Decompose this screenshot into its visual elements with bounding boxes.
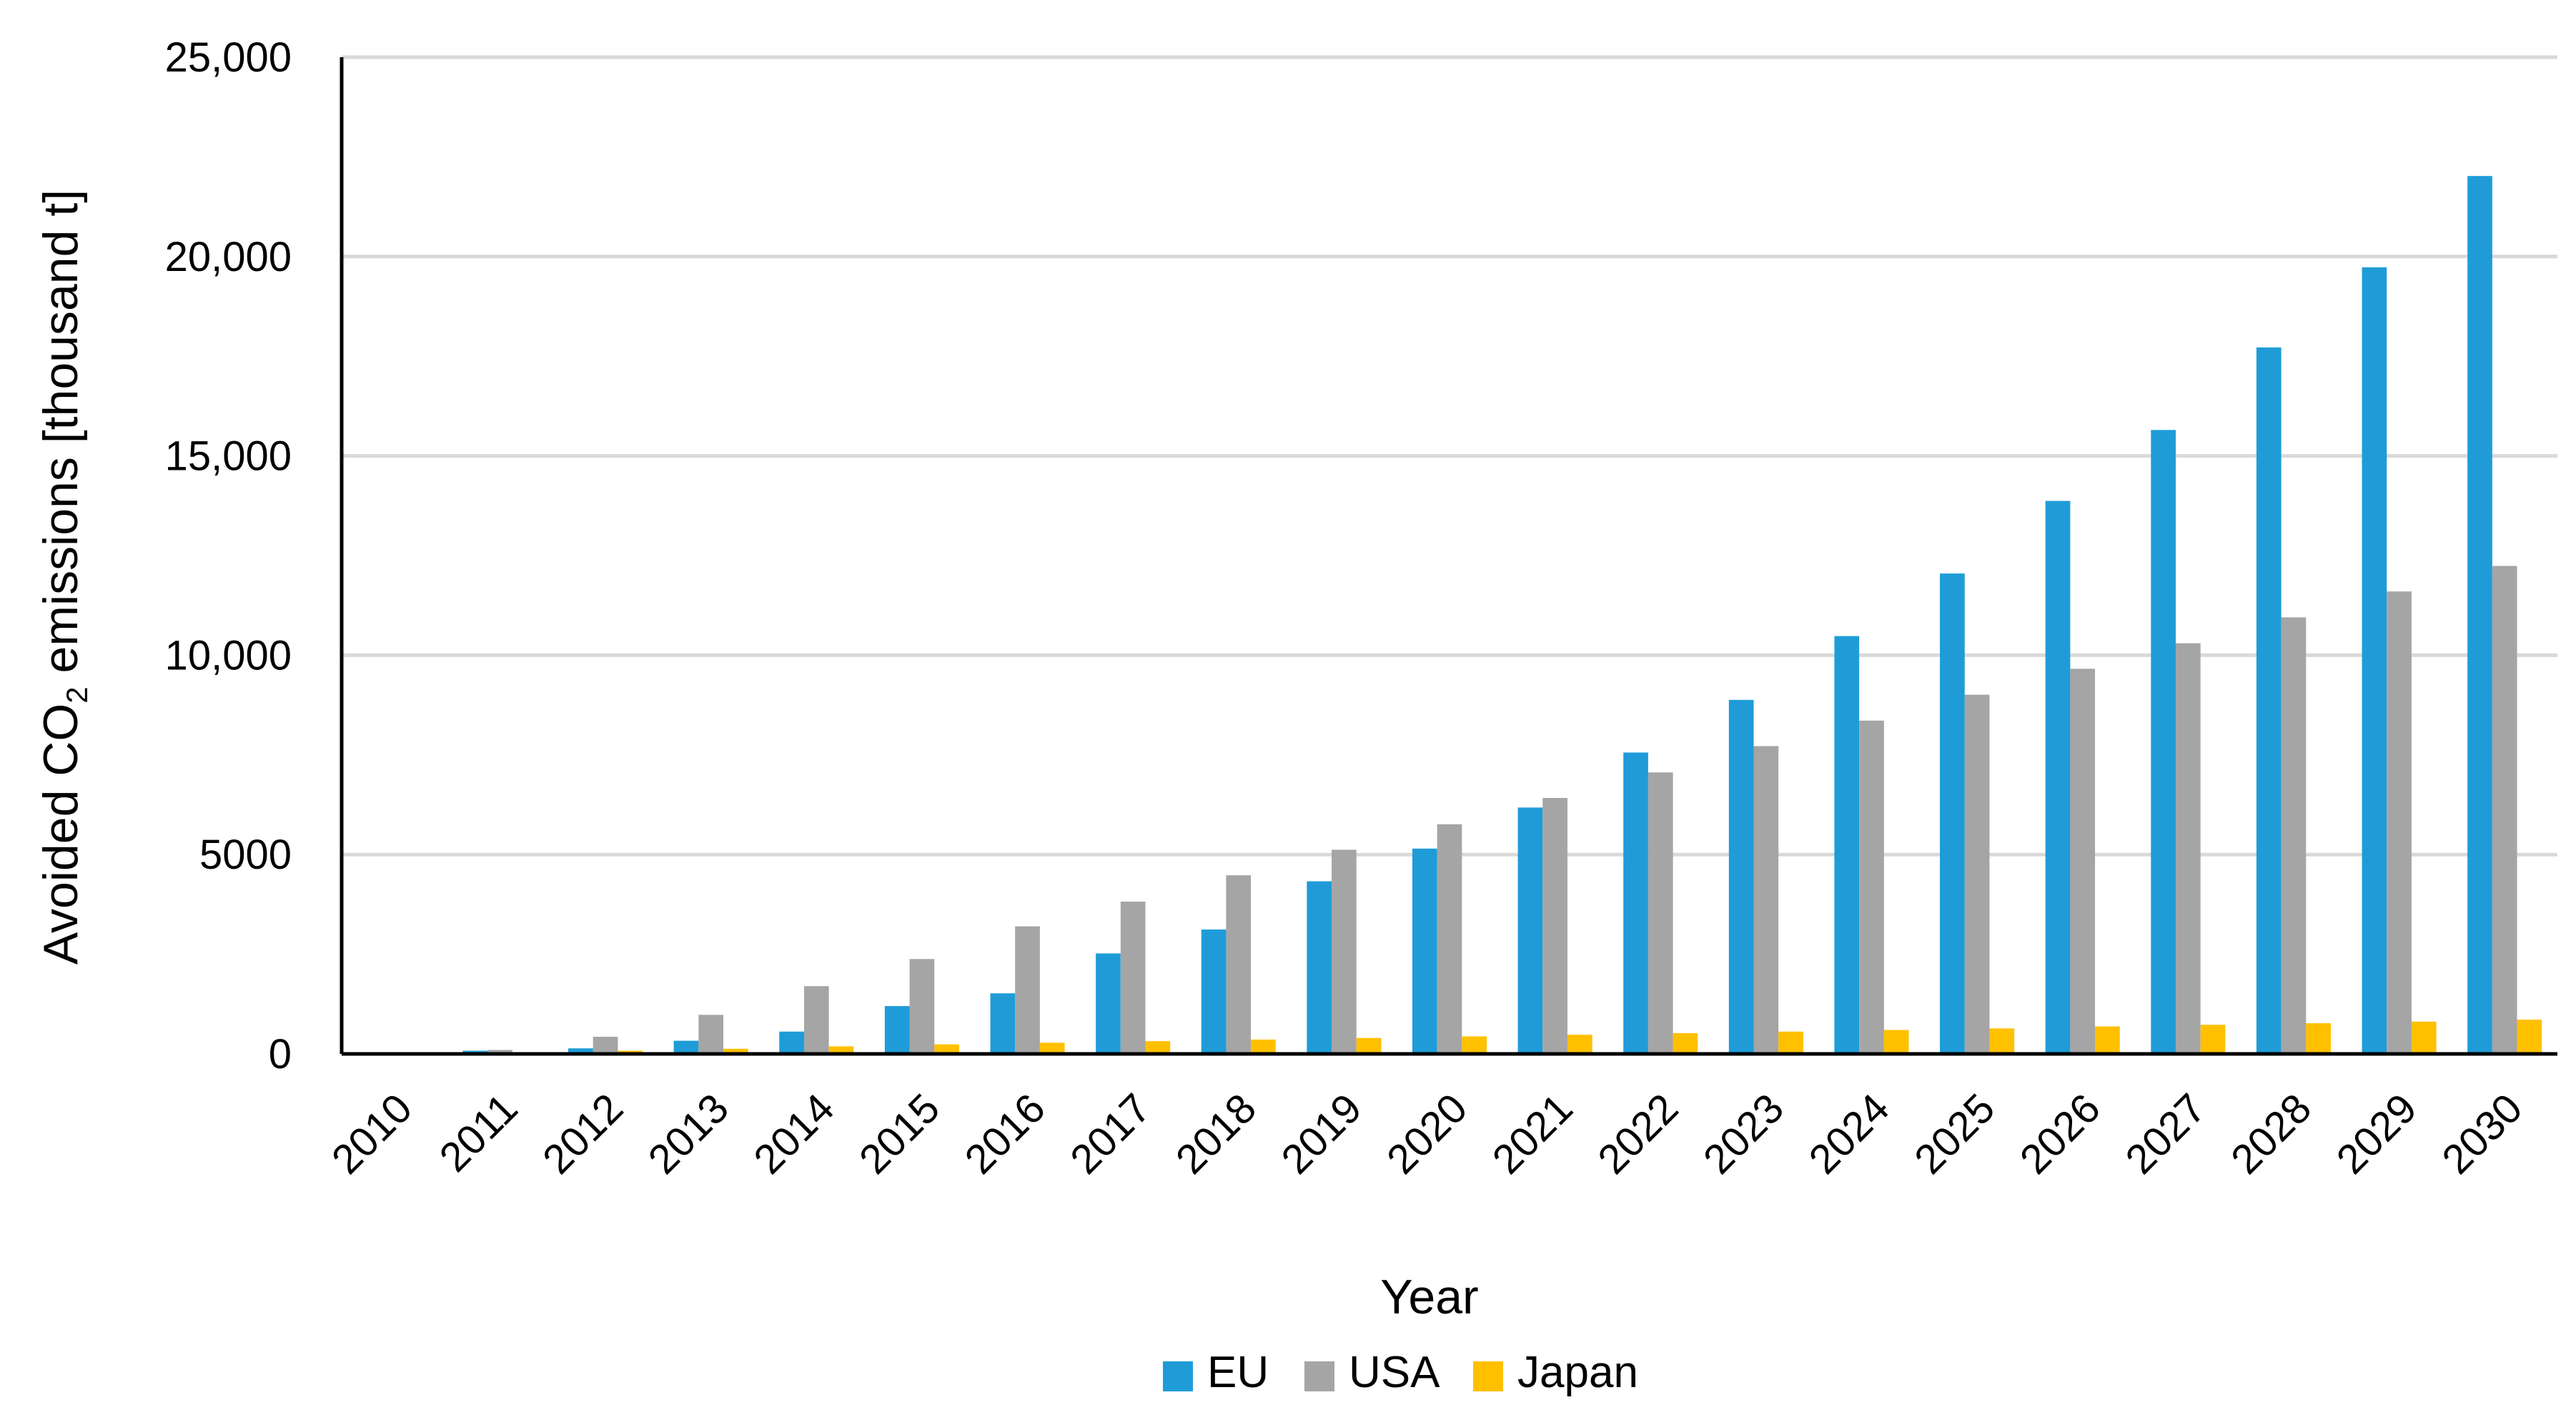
bar-japan-2018 [1251, 1039, 1276, 1054]
x-tick-label: 2011 [430, 1085, 526, 1180]
bar-usa-2018 [1226, 875, 1252, 1054]
bar-japan-2016 [1039, 1042, 1065, 1054]
bar-eu-2026 [2045, 501, 2071, 1054]
bar-usa-2022 [1648, 772, 1673, 1054]
bar-usa-2015 [909, 959, 935, 1054]
x-tick-label: 2017 [1061, 1085, 1159, 1183]
y-tick-label: 5000 [199, 832, 292, 878]
x-tick-label: 2012 [534, 1085, 632, 1183]
legend-label-eu: EU [1207, 1348, 1269, 1397]
x-tick-label: 2016 [956, 1085, 1054, 1183]
x-axis: 2010 2011 2012 2013 2014 2015 2016 2017 2018 2019… [323, 1052, 2557, 1183]
bar-japan-2027 [2200, 1025, 2226, 1054]
x-tick-label: 2027 [2116, 1085, 2214, 1183]
bar-eu-2020 [1412, 848, 1437, 1054]
bar-japan-2029 [2411, 1021, 2437, 1054]
legend-swatch-japan [1473, 1361, 1503, 1391]
bar-usa-2013 [698, 1015, 724, 1054]
x-tick-label: 2024 [1800, 1085, 1898, 1183]
bar-japan-2015 [934, 1044, 959, 1054]
x-tick-label: 2015 [851, 1085, 948, 1183]
x-tick-label: 2025 [1906, 1085, 2003, 1183]
legend-swatch-eu [1163, 1361, 1193, 1391]
x-tick-label: 2022 [1589, 1085, 1687, 1183]
bar-eu-2028 [2256, 347, 2282, 1054]
bar-japan-2026 [2095, 1026, 2120, 1054]
x-tick-label: 2013 [640, 1085, 738, 1183]
bar-eu-2016 [990, 993, 1016, 1054]
bar-japan-2025 [1989, 1028, 2015, 1054]
bar-usa-2028 [2281, 617, 2307, 1054]
x-axis-title: Year [1380, 1270, 1478, 1324]
bar-usa-2016 [1015, 926, 1040, 1054]
legend: EU USA Japan [1163, 1348, 1638, 1397]
x-tick-label: 2030 [2433, 1085, 2531, 1183]
bar-usa-2029 [2387, 591, 2412, 1054]
y-tick-label: 0 [269, 1031, 292, 1078]
bar-eu-2018 [1201, 930, 1227, 1054]
bar-eu-2025 [1940, 573, 1965, 1054]
bar-usa-2026 [2070, 669, 2096, 1054]
y-axis: 0 5000 10,000 15,000 20,000 25,000 [165, 34, 344, 1078]
bar-usa-2023 [1753, 746, 1779, 1054]
bar-usa-2020 [1437, 824, 1462, 1054]
y-tick-label: 15,000 [165, 433, 292, 480]
legend-label-japan: Japan [1517, 1348, 1638, 1397]
bar-eu-2023 [1728, 699, 1754, 1054]
bar-usa-2025 [1964, 694, 1990, 1054]
bar-japan-2028 [2306, 1023, 2331, 1054]
bar-japan-2017 [1145, 1041, 1171, 1054]
bar-usa-2019 [1332, 849, 1357, 1054]
x-tick-label: 2010 [323, 1085, 421, 1183]
bar-japan-2019 [1356, 1037, 1382, 1054]
bar-eu-2017 [1096, 953, 1121, 1054]
bar-usa-2030 [2492, 566, 2517, 1054]
y-axis-title: Avoided CO2 emissions [thousand t] [34, 189, 94, 965]
x-tick-label: 2023 [1695, 1085, 1793, 1183]
x-tick-label: 2021 [1484, 1085, 1582, 1183]
bar-eu-2021 [1517, 807, 1543, 1054]
bar-eu-2013 [673, 1040, 699, 1054]
bar-usa-2012 [593, 1037, 618, 1054]
y-tick-label: 25,000 [165, 34, 292, 81]
bar-eu-2012 [568, 1048, 593, 1054]
bar-japan-2023 [1778, 1031, 1803, 1054]
bar-usa-2014 [803, 986, 829, 1054]
bar-eu-2024 [1834, 636, 1860, 1054]
bar-japan-2013 [723, 1048, 748, 1054]
legend-swatch-usa [1304, 1361, 1334, 1391]
gridlines [342, 55, 2557, 857]
legend-label-usa: USA [1349, 1348, 1440, 1397]
bar-eu-2015 [884, 1006, 910, 1054]
bar-usa-2024 [1859, 720, 1884, 1054]
bar-japan-2014 [828, 1046, 854, 1054]
bar-japan-2021 [1567, 1035, 1592, 1054]
bar-eu-2027 [2151, 430, 2176, 1054]
x-tick-label: 2026 [2011, 1085, 2109, 1183]
bar-usa-2027 [2175, 643, 2201, 1054]
bar-japan-2022 [1673, 1033, 1698, 1054]
x-tick-label: 2018 [1167, 1085, 1265, 1183]
bar-series-group [357, 176, 2542, 1054]
bar-japan-2024 [1883, 1030, 1909, 1054]
bar-eu-2029 [2362, 267, 2387, 1054]
bar-usa-2011 [487, 1050, 512, 1054]
bar-eu-2014 [779, 1031, 804, 1054]
y-tick-label: 10,000 [165, 632, 292, 679]
bar-eu-2022 [1623, 752, 1648, 1054]
x-tick-label: 2019 [1272, 1085, 1370, 1183]
x-tick-label: 2028 [2222, 1085, 2320, 1183]
y-tick-label: 20,000 [165, 234, 292, 280]
bar-eu-2030 [2467, 176, 2492, 1054]
bar-usa-2021 [1542, 798, 1567, 1054]
bar-japan-2030 [2517, 1020, 2542, 1054]
x-tick-label: 2029 [2328, 1085, 2426, 1183]
bar-eu-2019 [1307, 881, 1332, 1054]
bar-japan-2020 [1462, 1036, 1487, 1054]
x-tick-label: 2020 [1378, 1085, 1476, 1183]
bar-usa-2017 [1120, 901, 1146, 1054]
x-tick-label: 2014 [745, 1085, 843, 1183]
